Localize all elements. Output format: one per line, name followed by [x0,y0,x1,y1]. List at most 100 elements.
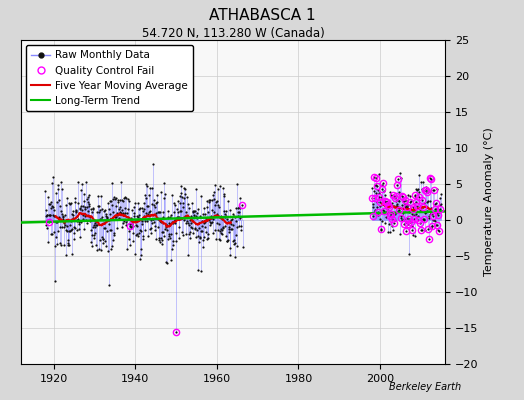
Point [396,214,405,221]
Point [149,216,157,223]
Point [153,198,161,205]
Point [71,199,79,205]
Point [218,216,226,222]
Point [204,209,212,215]
Point [112,210,121,216]
Point [158,241,166,247]
Point [151,222,159,229]
Point [100,220,108,226]
Point [188,225,196,232]
Point [164,207,172,214]
Point [192,234,200,240]
Point [158,229,166,235]
Point [57,178,66,185]
Point [214,202,222,208]
Point [139,200,148,206]
Point [67,226,75,233]
Point [380,208,388,215]
Point [74,179,82,185]
Point [235,205,244,212]
Point [205,199,213,206]
Point [110,232,118,238]
Point [418,226,426,233]
Point [46,212,54,218]
Point [412,211,420,217]
Point [397,175,406,181]
Point [208,196,216,203]
Point [111,214,119,220]
Point [436,202,444,208]
Point [41,188,50,194]
Point [209,216,217,222]
Point [377,194,386,201]
Point [419,204,427,210]
Point [174,208,182,215]
Point [373,199,381,205]
Point [422,187,430,193]
Point [77,234,85,240]
Point [174,224,183,230]
Point [100,224,108,231]
Point [126,223,135,229]
Point [236,215,244,222]
Point [92,242,100,248]
Point [204,197,213,204]
Point [210,209,219,216]
Point [162,222,171,228]
Point [67,218,75,224]
Point [128,230,137,236]
Point [224,198,232,204]
Point [148,216,157,222]
Point [190,212,198,219]
Point [402,202,410,209]
Point [63,195,71,201]
Point [128,221,136,227]
Point [86,214,94,220]
Point [190,213,199,220]
Point [180,217,188,224]
Point [60,242,69,248]
Point [136,228,145,234]
Point [165,233,173,240]
Point [191,207,200,214]
Point [172,214,181,221]
Point [87,239,95,245]
Point [369,204,377,210]
Text: Berkeley Earth: Berkeley Earth [389,382,461,392]
Point [59,214,68,220]
Title: 54.720 N, 113.280 W (Canada): 54.720 N, 113.280 W (Canada) [142,27,324,40]
Point [83,208,92,214]
Point [370,188,378,194]
Point [227,216,236,222]
Point [422,208,431,214]
Point [228,226,236,232]
Point [220,193,228,200]
Point [68,211,76,218]
Point [141,227,149,233]
Point [111,196,119,202]
Point [169,238,177,244]
Point [379,180,387,186]
Point [182,209,190,215]
Point [107,180,116,186]
Point [194,267,202,273]
Point [434,205,442,212]
Point [429,213,438,219]
Point [155,235,163,241]
Point [387,210,395,217]
Point [84,194,92,200]
Point [220,208,228,214]
Point [437,190,445,197]
Point [139,232,147,239]
Point [117,210,125,217]
Point [396,170,404,176]
Point [216,237,224,243]
Point [416,204,424,210]
Point [206,220,215,226]
Point [45,200,53,207]
Point [124,196,132,202]
Point [66,222,74,228]
Point [51,218,60,225]
Point [375,190,383,196]
Point [413,216,422,223]
